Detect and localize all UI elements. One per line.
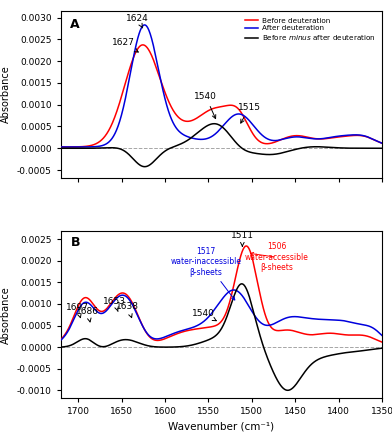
- Text: A: A: [71, 18, 80, 31]
- Text: 1540: 1540: [192, 309, 216, 321]
- Text: 1627: 1627: [112, 38, 138, 52]
- Text: 1517
water-inaccessible
β-sheets: 1517 water-inaccessible β-sheets: [171, 247, 241, 300]
- Text: 1515: 1515: [238, 103, 261, 123]
- Text: 1697: 1697: [66, 303, 89, 318]
- Text: 1506
water-accessible
β-sheets: 1506 water-accessible β-sheets: [245, 242, 309, 272]
- Legend: Before deuteration, After deuteration, Before $\it{minus}$ after deuteration: Before deuteration, After deuteration, B…: [243, 15, 379, 45]
- Y-axis label: Absorbance: Absorbance: [1, 66, 11, 123]
- Text: 1638: 1638: [116, 302, 139, 318]
- Text: 1540: 1540: [194, 92, 217, 119]
- Text: 1653: 1653: [103, 297, 126, 312]
- Text: B: B: [71, 236, 80, 249]
- Text: 1511: 1511: [231, 231, 254, 246]
- X-axis label: Wavenumber (cm⁻¹): Wavenumber (cm⁻¹): [169, 422, 274, 432]
- Text: 1686: 1686: [76, 307, 99, 322]
- Y-axis label: Absorbance: Absorbance: [1, 286, 11, 344]
- Text: 1624: 1624: [126, 14, 149, 28]
